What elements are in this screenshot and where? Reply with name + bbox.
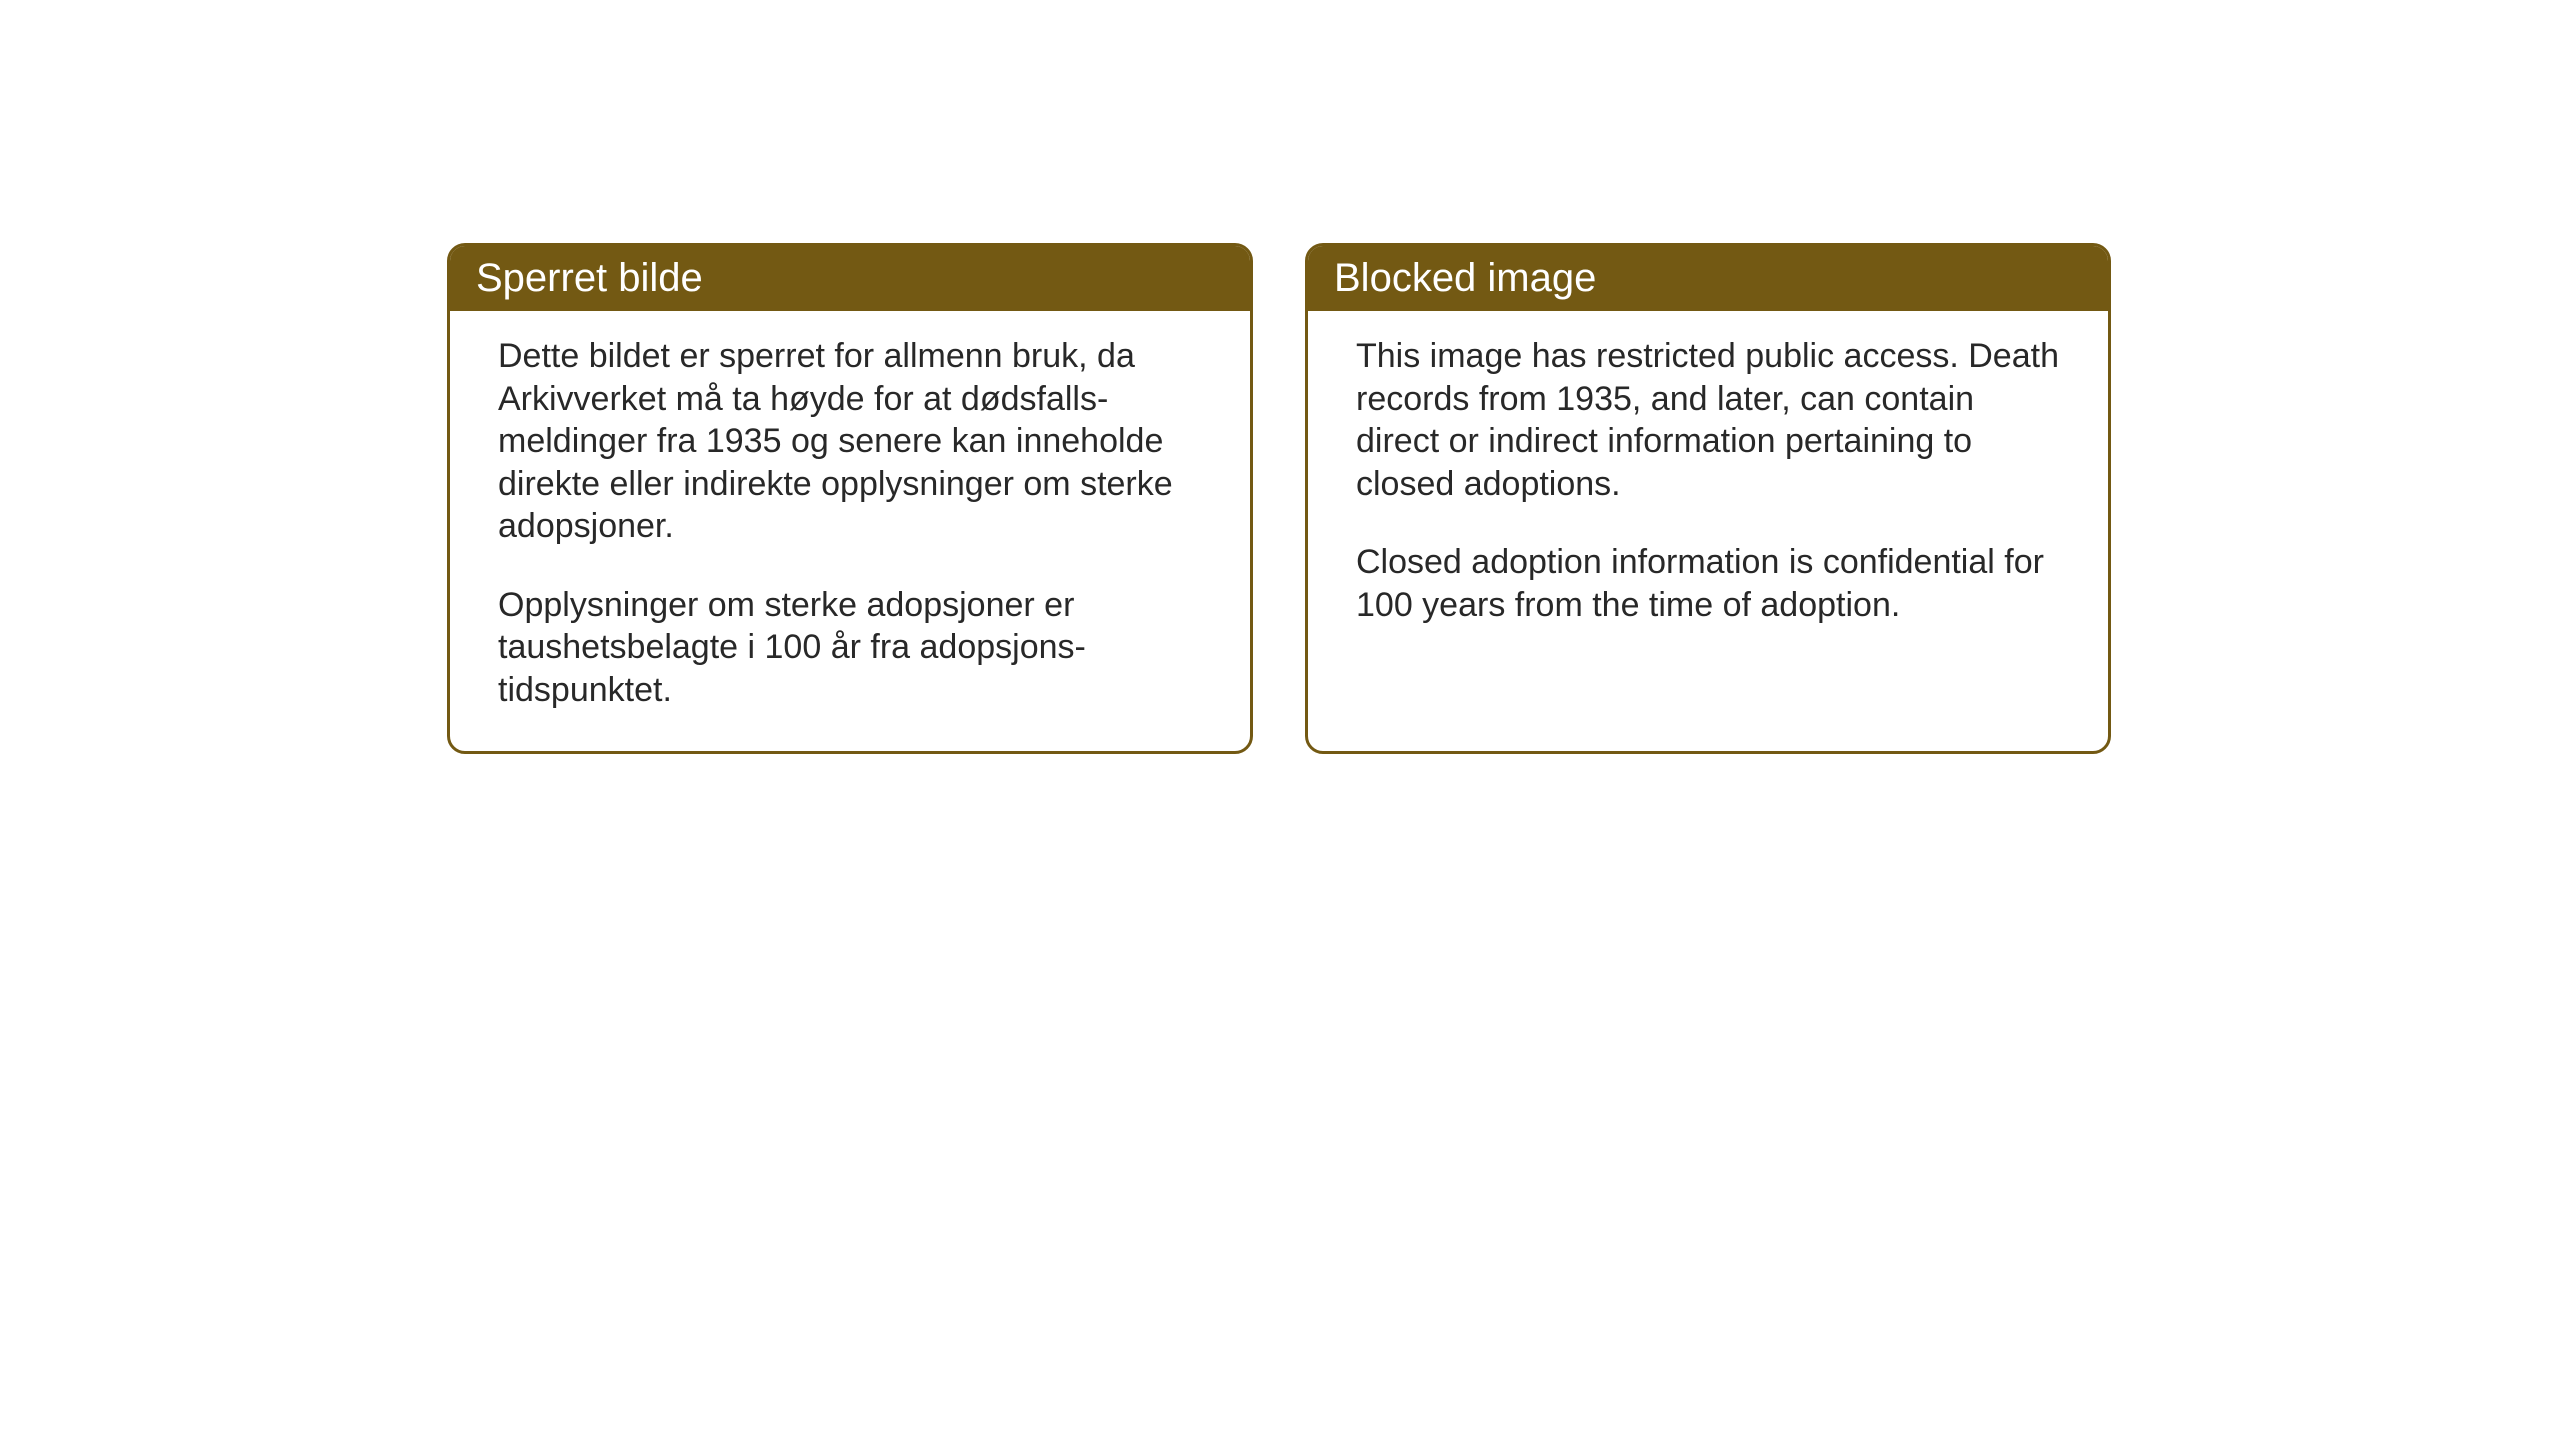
card-paragraph-1-english: This image has restricted public access.…: [1356, 335, 2060, 505]
card-title-norwegian: Sperret bilde: [476, 256, 703, 300]
card-paragraph-2-norwegian: Opplysninger om sterke adopsjoner er tau…: [498, 584, 1202, 712]
card-norwegian: Sperret bilde Dette bildet er sperret fo…: [447, 243, 1253, 754]
card-body-norwegian: Dette bildet er sperret for allmenn bruk…: [450, 311, 1250, 751]
card-header-norwegian: Sperret bilde: [450, 246, 1250, 311]
cards-container: Sperret bilde Dette bildet er sperret fo…: [447, 243, 2111, 754]
card-english: Blocked image This image has restricted …: [1305, 243, 2111, 754]
card-paragraph-1-norwegian: Dette bildet er sperret for allmenn bruk…: [498, 335, 1202, 548]
card-paragraph-2-english: Closed adoption information is confident…: [1356, 541, 2060, 626]
card-body-english: This image has restricted public access.…: [1308, 311, 2108, 708]
card-header-english: Blocked image: [1308, 246, 2108, 311]
card-title-english: Blocked image: [1334, 256, 1596, 300]
